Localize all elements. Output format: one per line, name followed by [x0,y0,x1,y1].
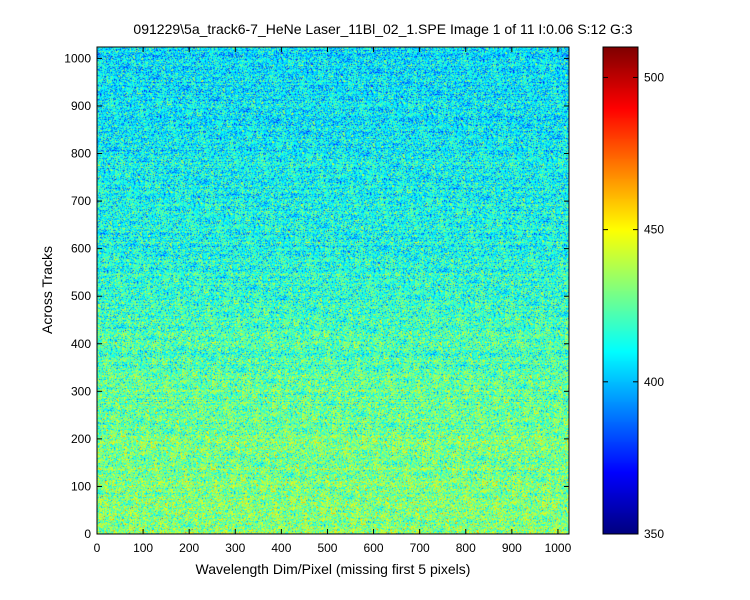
y-tick-label: 100 [71,479,91,493]
colorbar-tick-label: 450 [644,223,664,237]
y-tick-label: 900 [71,99,91,113]
x-tick-label: 200 [179,541,199,555]
colorbar-ticks: 350 400 450 500 [603,70,664,541]
x-tick-label: 400 [271,541,291,555]
colorbar-tick-label: 400 [644,375,664,389]
colorbar-gradient [603,47,638,534]
y-tick-label: 700 [71,194,91,208]
y-tick-label: 500 [71,289,91,303]
x-tick-label: 900 [502,541,522,555]
y-axis-label: Across Tracks [39,246,55,334]
colorbar: 350 400 450 500 [602,46,664,541]
y-tick-label: 300 [71,384,91,398]
x-tick-label: 300 [225,541,245,555]
x-axis-label: Wavelength Dim/Pixel (missing first 5 pi… [196,561,471,577]
x-tick-label: 600 [364,541,384,555]
y-axis: 0 100 200 300 400 500 600 700 800 900 1000 [64,51,569,541]
colorbar-tick-label: 500 [644,70,664,84]
y-tick-label: 200 [71,432,91,446]
plot-frame [96,46,570,535]
y-tick-label: 600 [71,242,91,256]
heatmap-image [97,47,569,534]
y-tick-label: 0 [84,527,91,541]
x-tick-label: 0 [94,541,101,555]
chart-title: 091229\5a_track6-7_HeNe Laser_11Bl_02_1.… [133,21,632,37]
x-tick-label: 1000 [545,541,572,555]
heatmap-area [96,46,570,535]
x-tick-label: 500 [317,541,337,555]
colorbar-tick-label: 350 [644,527,664,541]
colorbar-frame [602,46,639,535]
x-tick-label: 100 [133,541,153,555]
x-tick-label: 800 [456,541,476,555]
x-axis: 0 100 200 300 400 500 600 700 800 900 1000 [94,47,572,555]
y-tick-label: 400 [71,337,91,351]
y-tick-label: 1000 [64,51,91,65]
x-tick-label: 700 [410,541,430,555]
y-tick-label: 800 [71,147,91,161]
